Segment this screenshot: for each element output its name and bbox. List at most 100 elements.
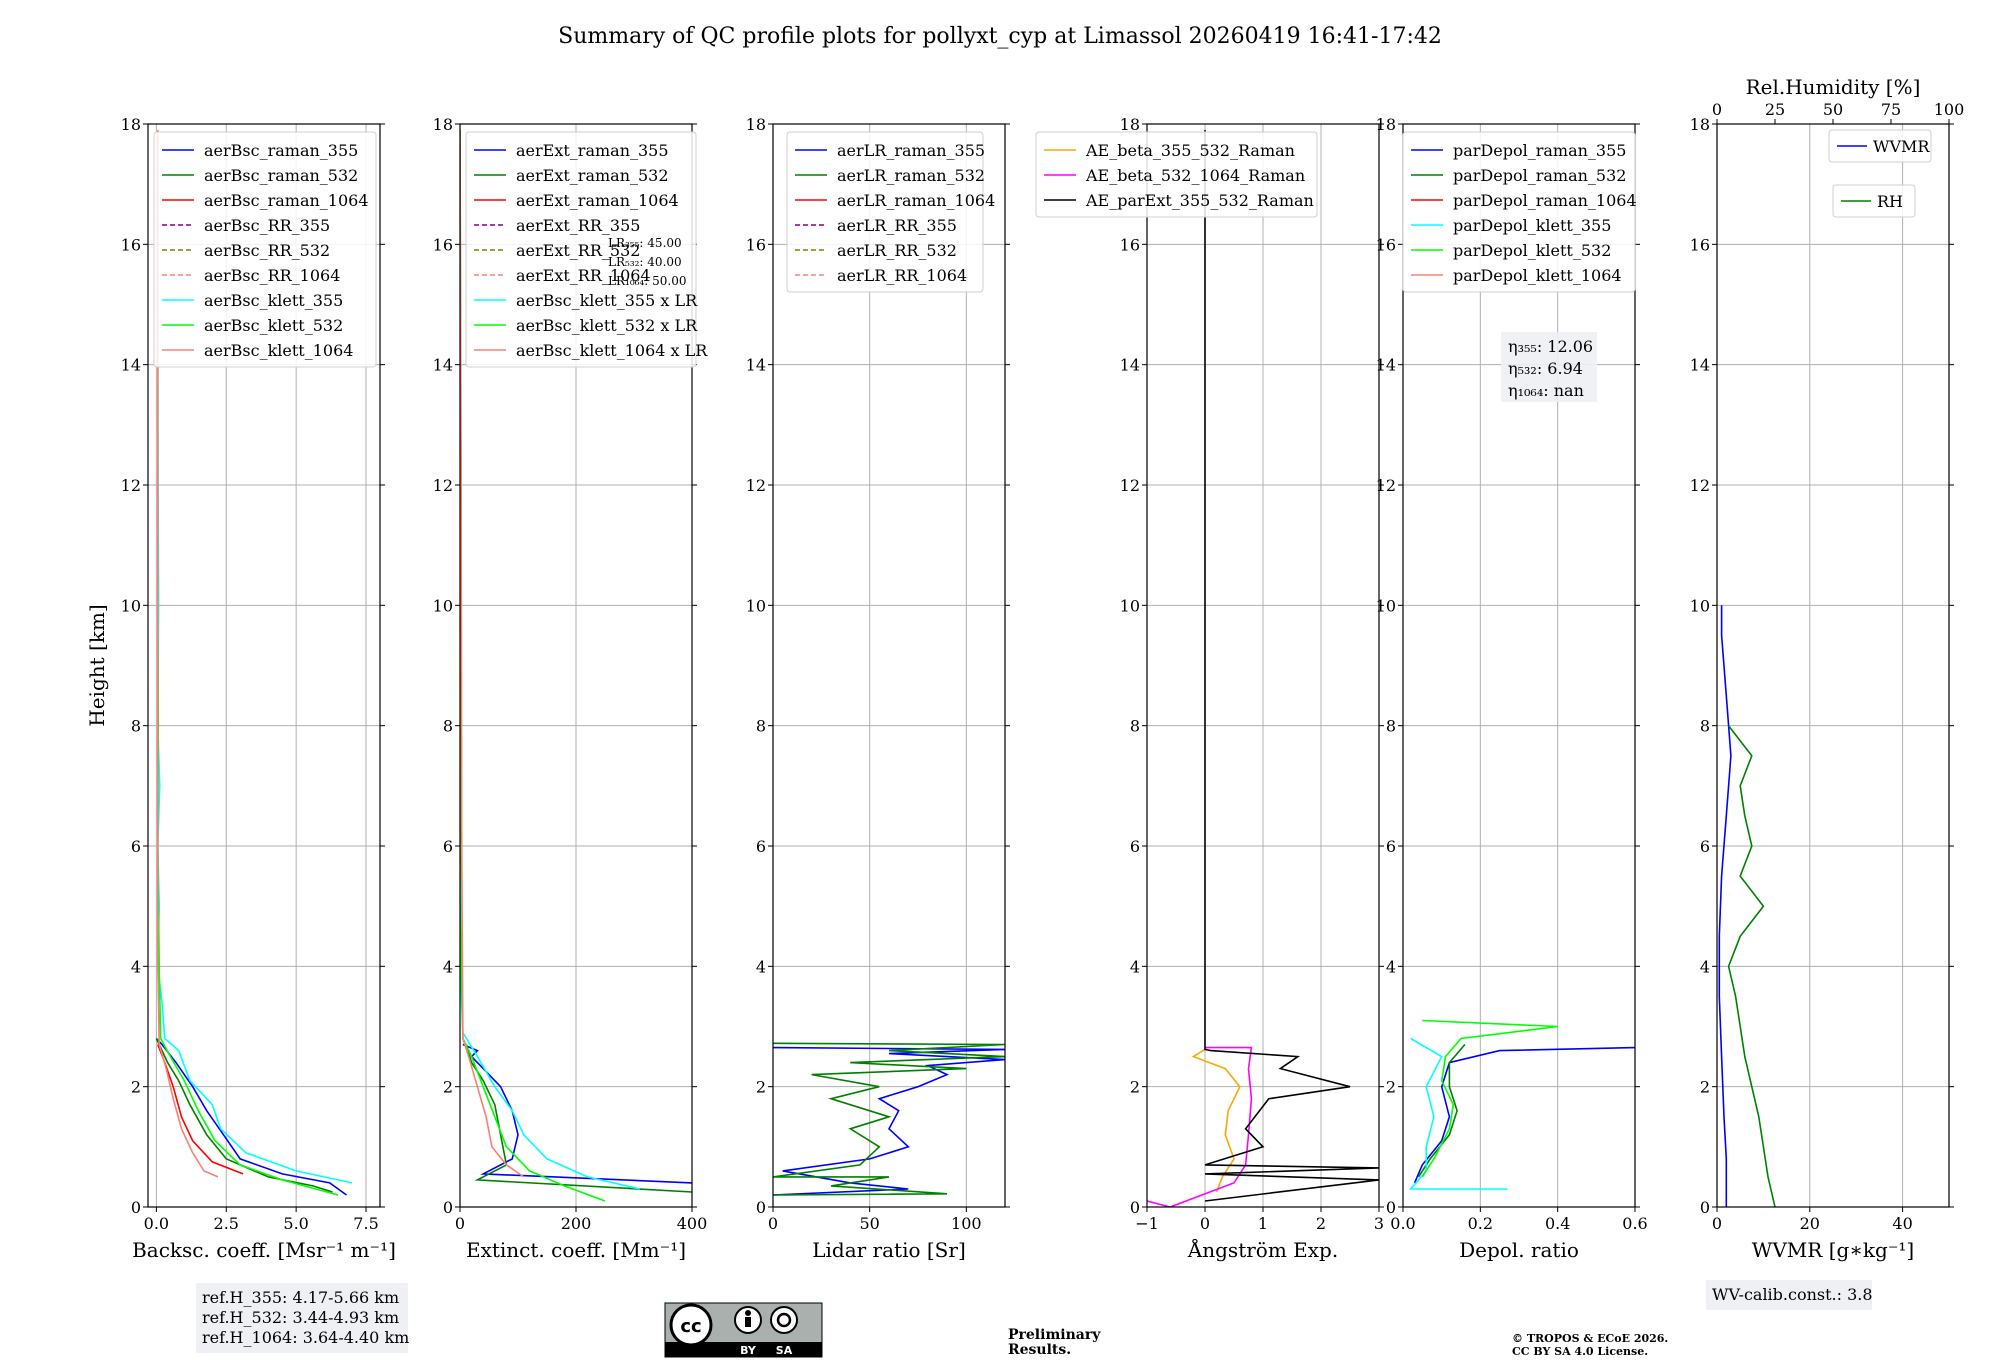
- x-tick-label: 0.4: [1545, 1214, 1570, 1233]
- legend-label: parDepol_klett_532: [1453, 241, 1611, 260]
- legend: aerLR_raman_355 aerLR_raman_532 aerLR_rama…: [786, 131, 995, 293]
- y-tick-label: 14: [1120, 356, 1140, 375]
- legend-label: parDepol_raman_1064: [1453, 191, 1637, 210]
- legend-label: parDepol_raman_355: [1453, 141, 1626, 160]
- info-textbox: [1706, 1280, 1872, 1310]
- y-tick-label: 18: [746, 115, 766, 134]
- x-axis-label: Depol. ratio: [1459, 1238, 1579, 1262]
- y-tick-label: 4: [1130, 957, 1140, 976]
- legend-label: aerBsc_klett_532: [204, 316, 343, 335]
- y-tick-label: 2: [1130, 1078, 1140, 1097]
- plot-frame: [772, 123, 1006, 1208]
- plot-frame: [1402, 123, 1636, 1208]
- y-tick-label: 6: [1386, 837, 1396, 856]
- x2-tick-label: 50: [1823, 100, 1843, 119]
- legend-label: RH: [1877, 192, 1903, 211]
- eta-label: η₁₀₆₄: nan: [1508, 381, 1584, 400]
- y-tick-label: 4: [131, 957, 141, 976]
- legend-box: [1035, 131, 1318, 218]
- x-tick-label: 0.0: [144, 1214, 169, 1233]
- copyright-line1: © TROPOS & ECoE 2026.: [1512, 1332, 1668, 1345]
- legend-label: aerExt_raman_1064: [516, 191, 679, 210]
- y-tick-label: 2: [1700, 1078, 1710, 1097]
- y-tick-label: 2: [756, 1078, 766, 1097]
- series-aerExt_raman_532: [465, 1044, 692, 1193]
- legend-box: [153, 131, 377, 368]
- cc-license-badge: cc BY SA: [664, 1302, 823, 1358]
- cc-sa-label: SA: [776, 1344, 793, 1357]
- legend-label: aerBsc_raman_355: [204, 141, 358, 160]
- y-tick-label: 18: [1376, 115, 1396, 134]
- y-tick-label: 16: [433, 235, 453, 254]
- y-tick-label: 18: [1690, 115, 1710, 134]
- cc-icon: [669, 1303, 713, 1347]
- y-tick-label: 10: [433, 596, 453, 615]
- y-tick-label: 12: [1376, 476, 1396, 495]
- series-AE_parExt_355_532_Raman: [1204, 130, 1379, 1202]
- y-tick-label: 0: [1130, 1198, 1140, 1217]
- x-tick-label: 0.0: [1390, 1214, 1415, 1233]
- series-AE_beta_532_1064_Raman: [1147, 1046, 1253, 1207]
- legend-label: aerBsc_RR_355: [204, 216, 330, 235]
- panel-1: 0 2 4 6 8 10 12 14 16 18 0.0 2.5 5.0 7.5 Backsc. coeff…: [85, 115, 409, 1353]
- preliminary-line2: Results.: [1008, 1342, 1071, 1358]
- legend-box: [1402, 131, 1636, 293]
- y-tick-label: 14: [746, 356, 766, 375]
- x2-tick-label: 100: [1934, 100, 1965, 119]
- x-tick-label: 0: [768, 1214, 778, 1233]
- series-parDepol_klett_532: [1421, 1019, 1558, 1178]
- y-tick-label: 16: [746, 235, 766, 254]
- y-tick-label: 14: [121, 356, 141, 375]
- y-tick-label: 8: [1386, 717, 1396, 736]
- x-tick-label: 2: [1316, 1214, 1326, 1233]
- legend: AE_beta_355_532_Raman AE_beta_532_1064_Ra…: [1035, 131, 1318, 218]
- series-parDepol_klett_355: [1408, 1037, 1508, 1190]
- y-tick-label: 4: [756, 957, 766, 976]
- series-group: [1718, 605, 1776, 1207]
- legend-label: aerBsc_klett_355 x LR: [516, 291, 698, 310]
- y-tick-label: 8: [1700, 717, 1710, 736]
- legend-label: aerLR_RR_1064: [837, 266, 967, 285]
- y-tick-label: 2: [131, 1078, 141, 1097]
- x-tick-label: 1: [1258, 1214, 1268, 1233]
- y-tick-label: 10: [746, 596, 766, 615]
- legend-label: aerExt_raman_532: [516, 166, 669, 185]
- legend: parDepol_raman_355 parDepol_raman_532 parD…: [1402, 131, 1637, 293]
- y-tick-label: 0: [756, 1198, 766, 1217]
- info-text: ref.H_355: 4.17-5.66 km: [202, 1288, 399, 1307]
- y-tick-label: 12: [1690, 476, 1710, 495]
- y-tick-label: 4: [1386, 957, 1396, 976]
- series-parDepol_raman_532: [1417, 1043, 1466, 1178]
- legend-label: aerBsc_klett_532 x LR: [516, 316, 698, 335]
- x-tick-label: 3: [1374, 1214, 1384, 1233]
- x-tick-label: 200: [561, 1214, 592, 1233]
- share-alike-icon: [770, 1306, 798, 1334]
- info-text: ref.H_1064: 3.64-4.40 km: [202, 1328, 409, 1347]
- series-group: [1408, 1019, 1635, 1190]
- panel-5: 0 2 4 6 8 10 12 14 16 18 0.0 0.2 0.4 0.6 Depol. ratio p…: [1376, 115, 1648, 1262]
- copyright-line2: CC BY SA 4.0 License.: [1512, 1345, 1648, 1358]
- legend-box: [786, 131, 984, 293]
- legend-label: aerBsc_RR_532: [204, 241, 330, 260]
- eta-box: [1501, 332, 1597, 402]
- legend-box: [1832, 184, 1916, 218]
- y-tick-label: 8: [443, 717, 453, 736]
- legend-label: aerExt_RR_1064: [516, 266, 651, 285]
- svg-text:cc: cc: [680, 1316, 701, 1337]
- y-tick-label: 4: [443, 957, 453, 976]
- legend-label: aerExt_raman_355: [516, 141, 669, 160]
- x-tick-label: 20: [1800, 1214, 1820, 1233]
- legend-label: aerLR_raman_532: [837, 166, 985, 185]
- y-tick-label: 0: [1700, 1198, 1710, 1217]
- y-tick-label: 2: [443, 1078, 453, 1097]
- x-axis-label: Lidar ratio [Sr]: [812, 1238, 966, 1262]
- x-tick-label: 40: [1892, 1214, 1912, 1233]
- info-textbox: [196, 1283, 408, 1353]
- legend-label: aerExt_RR_355: [516, 216, 640, 235]
- x-tick-label: 0.6: [1622, 1214, 1647, 1233]
- y-tick-label: 6: [1700, 837, 1710, 856]
- series-group: [155, 130, 353, 1196]
- x-axis-label: Backsc. coeff. [Msr⁻¹ m⁻¹]: [132, 1238, 396, 1262]
- series-aerBsc_klett_1064 x LR: [460, 129, 525, 1178]
- y-tick-label: 4: [1700, 957, 1710, 976]
